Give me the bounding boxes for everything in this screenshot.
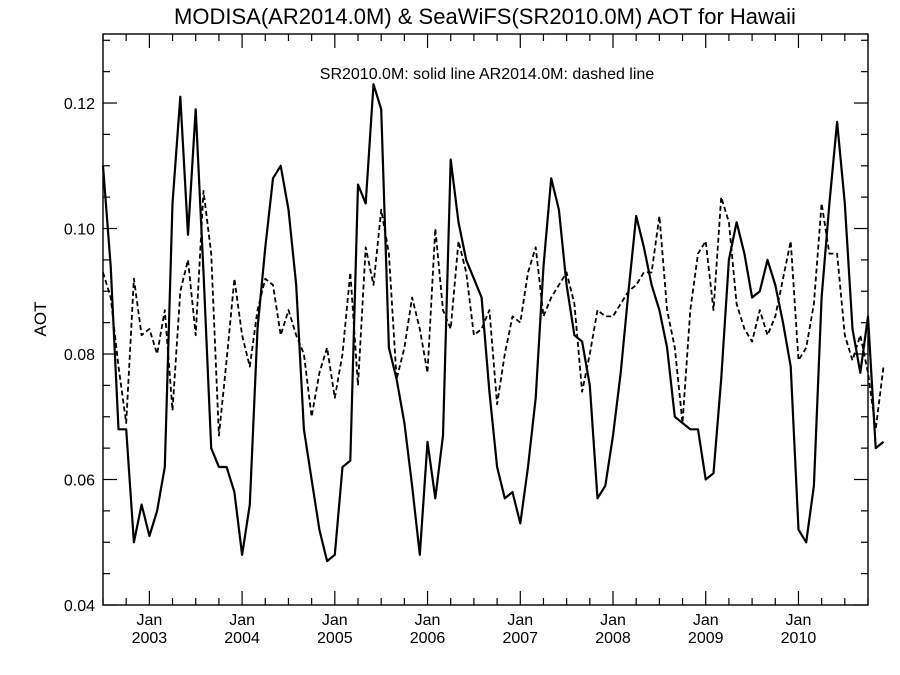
x-tick-month-label: Jan	[507, 612, 533, 629]
x-tick-month-label: Jan	[136, 612, 162, 629]
chart-title: MODISA(AR2014.0M) & SeaWiFS(SR2010.0M) A…	[174, 4, 796, 29]
x-tick-year-label: 2005	[317, 630, 353, 647]
x-tick-month-label: Jan	[786, 612, 812, 629]
x-tick-year-label: 2006	[410, 630, 446, 647]
x-tick-month-label: Jan	[600, 612, 626, 629]
y-axis-ticks: 0.04 0.06 0.08 0.10 0.12	[64, 39, 868, 615]
y-tick-label: 0.12	[64, 96, 95, 113]
legend-annotation: SR2010.0M: solid line AR2014.0M: dashed …	[320, 66, 655, 83]
series-line-sr2010-0m	[101, 83, 885, 563]
x-tick-month-label: Jan	[415, 612, 441, 629]
x-tick-year-label: 2009	[688, 630, 724, 647]
x-tick-year-label: 2010	[781, 630, 817, 647]
x-tick-month-label: Jan	[229, 612, 255, 629]
y-tick-label: 0.10	[64, 222, 95, 239]
series-group	[101, 83, 885, 563]
y-axis-label: AOT	[31, 302, 50, 337]
y-tick-label: 0.06	[64, 473, 95, 490]
x-tick-year-label: 2004	[224, 630, 260, 647]
x-tick-year-label: 2007	[502, 630, 538, 647]
x-tick-month-label: Jan	[322, 612, 348, 629]
x-tick-year-label: 2003	[132, 630, 168, 647]
x-tick-month-label: Jan	[693, 612, 719, 629]
x-axis-ticks: Jan2003Jan2004Jan2005Jan2006Jan2007Jan20…	[102, 34, 869, 647]
y-tick-label: 0.08	[64, 347, 95, 364]
x-tick-year-label: 2008	[595, 630, 631, 647]
y-tick-label: 0.04	[64, 598, 95, 615]
series-line-ar2014-0m	[102, 189, 885, 437]
